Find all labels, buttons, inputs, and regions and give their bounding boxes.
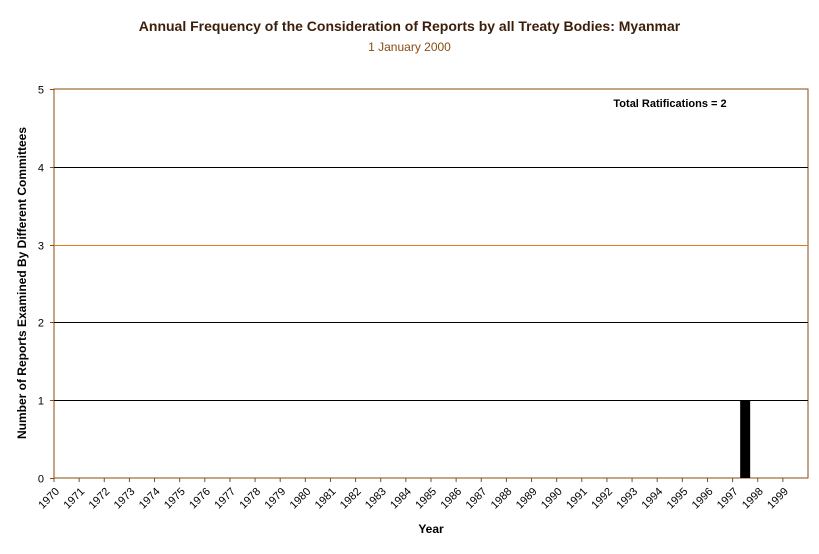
- x-tick-label-1992: 1992: [589, 486, 615, 512]
- x-tick-label-1997: 1997: [715, 486, 741, 512]
- x-tick-label-1976: 1976: [187, 486, 213, 512]
- x-tick-label-1999: 1999: [765, 486, 791, 512]
- y-tick-label-2: 2: [38, 318, 44, 330]
- x-tick-label-1982: 1982: [338, 486, 364, 512]
- y-tick-label-5: 5: [38, 85, 44, 97]
- x-tick-label-1975: 1975: [162, 486, 188, 512]
- x-tick-label-1972: 1972: [87, 486, 113, 512]
- x-tick-label-1979: 1979: [263, 486, 289, 512]
- x-tick-label-1977: 1977: [212, 486, 238, 512]
- chart-subtitle: 1 January 2000: [368, 40, 451, 54]
- x-axis-label: Year: [418, 522, 444, 536]
- x-tick-label-1978: 1978: [237, 486, 263, 512]
- x-tick-label-1989: 1989: [514, 486, 540, 512]
- x-tick-label-1974: 1974: [137, 486, 163, 512]
- x-tick-label-1985: 1985: [413, 486, 439, 512]
- y-tick-label-3: 3: [38, 241, 44, 253]
- bar-1997: [740, 400, 751, 478]
- x-tick-label-1981: 1981: [313, 486, 339, 512]
- x-tick-label-1988: 1988: [489, 486, 515, 512]
- x-tick-label-1970: 1970: [36, 486, 62, 512]
- y-axis-label: Number of Reports Examined By Different …: [15, 127, 29, 439]
- total-ratifications-annotation: Total Ratifications = 2: [613, 98, 726, 110]
- y-tick-label-4: 4: [38, 163, 44, 175]
- x-tick-label-1987: 1987: [464, 486, 490, 512]
- x-tick-label-1971: 1971: [61, 486, 87, 512]
- x-tick-label-1994: 1994: [640, 486, 666, 512]
- x-tick-label-1980: 1980: [288, 486, 314, 512]
- y-tick-label-1: 1: [38, 396, 44, 408]
- x-tick-label-1973: 1973: [112, 486, 138, 512]
- x-tick-label-1993: 1993: [614, 486, 640, 512]
- plot-frame: [53, 88, 809, 479]
- x-tick-label-1986: 1986: [438, 486, 464, 512]
- x-tick-label-1990: 1990: [539, 486, 565, 512]
- x-tick-label-1991: 1991: [564, 486, 590, 512]
- x-tick-label-1998: 1998: [740, 486, 766, 512]
- chart-title: Annual Frequency of the Consideration of…: [138, 18, 681, 34]
- x-tick-label-1995: 1995: [665, 486, 691, 512]
- x-tick-label-1984: 1984: [388, 486, 414, 512]
- x-tick-label-1983: 1983: [363, 486, 389, 512]
- y-tick-label-0: 0: [38, 474, 44, 486]
- x-tick-label-1996: 1996: [690, 486, 716, 512]
